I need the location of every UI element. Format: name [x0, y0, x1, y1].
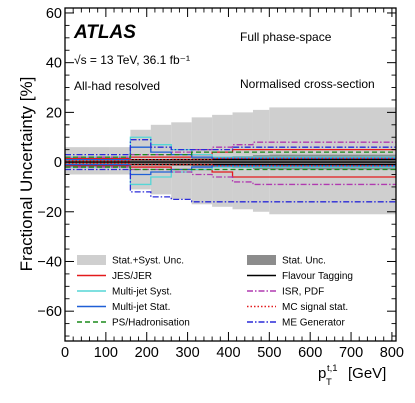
y-tick-label: 60	[46, 6, 62, 22]
legend-swatch-stat	[247, 255, 276, 265]
y-axis-label: Fractional Uncertainty [%]	[17, 77, 36, 272]
x-tick-label: 800	[380, 345, 404, 361]
x-axis-label-main: p	[318, 365, 326, 382]
svg-text:[GeV]: [GeV]	[348, 365, 386, 382]
svg-text:T: T	[326, 377, 332, 388]
plot-content	[65, 107, 396, 215]
y-tick-label: 20	[46, 105, 62, 121]
selection-label: All-had resolved	[74, 79, 160, 93]
legend-swatch-total	[77, 255, 106, 265]
legend-label-stat: Stat. Unc.	[282, 256, 326, 267]
legend: Stat.+Syst. Unc. JES/JER Multi-jet Syst. Mu…	[77, 255, 353, 329]
y-tick-label: −60	[37, 304, 62, 320]
y-tick-label: 40	[46, 56, 62, 72]
experiment-label: ATLAS	[73, 22, 136, 43]
x-tick-label: 600	[298, 345, 322, 361]
y-tick-label: −20	[37, 205, 62, 221]
legend-label-mjsyst: Multi-jet Syst.	[112, 287, 172, 298]
x-tick-label: 200	[135, 345, 159, 361]
x-axis-label: p t,1 T [GeV]	[318, 363, 386, 388]
legend-label-isr: ISR, PDF	[282, 287, 324, 298]
ps-up-line	[65, 151, 396, 158]
legend-label-total: Stat.+Syst. Unc.	[112, 256, 184, 267]
legend-label-jes: JES/JER	[112, 271, 152, 282]
x-axis-label-sub: T	[326, 377, 332, 388]
phase-space-label: Full phase-space	[240, 30, 332, 44]
x-axis-label-sup: t,1	[327, 363, 338, 374]
me-up-line	[65, 139, 396, 156]
x-tick-label: 300	[175, 345, 199, 361]
isr-up-line	[65, 141, 396, 158]
energy-lumi-label: √s = 13 TeV, 36.1 fb⁻¹	[74, 53, 190, 67]
x-tick-label: 0	[61, 345, 69, 361]
me-down-line	[65, 168, 396, 203]
y-tick-label: −40	[37, 254, 62, 270]
svg-text:t,1: t,1	[327, 363, 338, 374]
legend-label-mjstat: Multi-jet Stat.	[112, 302, 170, 313]
y-tick-label: 0	[54, 155, 62, 171]
x-axis-label-unit: [GeV]	[348, 365, 386, 382]
isr-down-line	[65, 166, 396, 186]
x-tick-label: 100	[94, 345, 118, 361]
x-tick-label: 400	[216, 345, 240, 361]
legend-label-mcstat: MC signal stat.	[282, 302, 348, 313]
legend-label-me: ME Generator	[282, 318, 345, 329]
annotations: ATLAS √s = 13 TeV, 36.1 fb⁻¹ All-had res…	[73, 22, 375, 93]
svg-text:p: p	[318, 365, 326, 382]
observable-label: Normalised cross-section	[240, 77, 375, 91]
x-tick-label: 700	[339, 345, 363, 361]
legend-label-ftag: Flavour Tagging	[282, 271, 353, 282]
legend-label-ps: PS/Hadronisation	[112, 318, 190, 329]
x-tick-label: 500	[257, 345, 281, 361]
ps-down-line	[65, 166, 396, 171]
axis-ticks: 0 100 200 300 400 500 600 700 800 −60 −40 −20 0 20 40 6…	[37, 6, 404, 361]
